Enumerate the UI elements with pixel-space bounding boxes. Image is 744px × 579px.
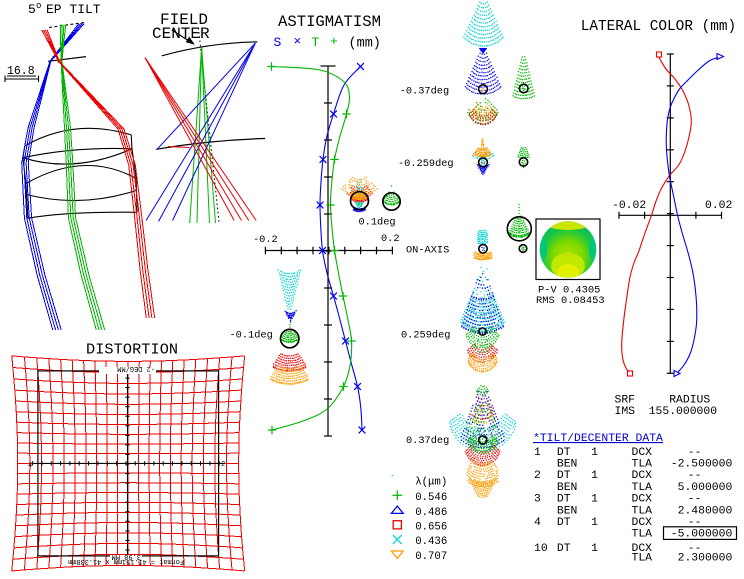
svg-text:1: 1 xyxy=(534,447,541,459)
svg-text:TLA: TLA xyxy=(632,459,653,471)
svg-text:DT: DT xyxy=(557,517,571,529)
svg-text:IMS: IMS xyxy=(615,406,636,418)
svg-text:Format = 41.151mm x 41.338mm: Format = 41.151mm x 41.338mm xyxy=(68,557,184,565)
svg-text:-0.02: -0.02 xyxy=(612,200,646,212)
svg-text:--: -- xyxy=(688,494,702,506)
svg-text:2: 2 xyxy=(221,461,225,469)
svg-text:T: T xyxy=(312,35,320,50)
svg-text:5.000000: 5.000000 xyxy=(678,482,733,494)
svg-text:1: 1 xyxy=(591,517,598,529)
svg-text:ASTIGMATISM: ASTIGMATISM xyxy=(278,13,381,31)
svg-text:o: o xyxy=(36,1,41,11)
svg-text:DCX: DCX xyxy=(632,517,653,529)
svg-text:-2.500000: -2.500000 xyxy=(671,459,733,471)
svg-text:-0.2: -0.2 xyxy=(253,234,278,246)
svg-text:0.656: 0.656 xyxy=(415,522,447,534)
svg-text:DT: DT xyxy=(557,470,571,482)
svg-text:DISTORTION: DISTORTION xyxy=(86,341,178,359)
svg-text:0.37deg: 0.37deg xyxy=(406,435,449,447)
svg-text:FIELD: FIELD xyxy=(160,11,208,29)
svg-text:DCX: DCX xyxy=(632,543,653,555)
svg-text:--: -- xyxy=(688,517,702,529)
svg-text:3: 3 xyxy=(534,494,541,506)
svg-text:-2 DEG/MM: -2 DEG/MM xyxy=(117,364,155,372)
svg-text:-0.37deg: -0.37deg xyxy=(400,86,449,98)
svg-text:(mm): (mm) xyxy=(349,37,381,52)
svg-text:0.486: 0.486 xyxy=(415,507,447,519)
svg-text:-5.000000: -5.000000 xyxy=(671,529,733,541)
svg-text:BEN: BEN xyxy=(557,482,578,494)
svg-text:ON-AXIS: ON-AXIS xyxy=(406,245,449,257)
svg-text:DT: DT xyxy=(557,543,571,555)
svg-text:5: 5 xyxy=(28,2,36,17)
svg-text:0.2: 0.2 xyxy=(381,233,400,245)
svg-text:TLA: TLA xyxy=(632,553,653,565)
svg-text:RMS 0.08453: RMS 0.08453 xyxy=(536,295,605,307)
svg-text:EP TILT: EP TILT xyxy=(46,2,101,17)
svg-text:0.436: 0.436 xyxy=(415,536,447,548)
svg-text:-0.1deg: -0.1deg xyxy=(230,330,273,342)
svg-text:1: 1 xyxy=(591,470,598,482)
svg-text:--: -- xyxy=(688,543,702,555)
svg-text:0.707: 0.707 xyxy=(415,551,447,563)
svg-text:2.480000: 2.480000 xyxy=(678,505,733,517)
svg-text:0.1deg: 0.1deg xyxy=(359,217,396,229)
svg-text:1: 1 xyxy=(591,543,598,555)
svg-text:LATERAL COLOR (mm): LATERAL COLOR (mm) xyxy=(581,19,736,35)
svg-text:+: + xyxy=(330,34,338,49)
svg-text:2: 2 xyxy=(534,470,541,482)
svg-text:S: S xyxy=(274,35,282,50)
svg-text:×: × xyxy=(294,34,302,49)
svg-text:P-V 0.4305: P-V 0.4305 xyxy=(538,285,600,297)
svg-text:DCX: DCX xyxy=(632,494,653,506)
svg-text:SRF: SRF xyxy=(615,395,636,407)
svg-text:DT: DT xyxy=(557,494,571,506)
svg-text:4: 4 xyxy=(534,517,541,529)
svg-text:0.546: 0.546 xyxy=(415,492,447,504)
svg-text:λ(μm): λ(μm) xyxy=(415,477,447,489)
svg-text:BEN: BEN xyxy=(557,459,578,471)
svg-text:-0.259deg: -0.259deg xyxy=(398,158,454,170)
svg-text:RADIUS: RADIUS xyxy=(669,395,710,407)
svg-text:*TILT/DECENTER DATA: *TILT/DECENTER DATA xyxy=(533,433,663,445)
svg-text:DCX: DCX xyxy=(632,470,653,482)
svg-text:TLA: TLA xyxy=(632,529,653,541)
svg-text:4: 4 xyxy=(28,462,32,470)
svg-text:1: 1 xyxy=(591,494,598,506)
svg-text:DT: DT xyxy=(557,447,571,459)
svg-text:3.98 MM: 3.98 MM xyxy=(112,552,141,560)
svg-text:--: -- xyxy=(688,470,702,482)
svg-text:CENTER: CENTER xyxy=(152,25,210,43)
svg-text:10: 10 xyxy=(534,543,548,555)
svg-text:16.8: 16.8 xyxy=(7,65,35,78)
svg-text:2.300000: 2.300000 xyxy=(678,553,733,565)
svg-text:TLA: TLA xyxy=(632,482,653,494)
svg-text:TLA: TLA xyxy=(632,505,653,517)
svg-text:DCX: DCX xyxy=(632,447,653,459)
svg-text:155.000000: 155.000000 xyxy=(649,406,718,418)
svg-text:0.259deg: 0.259deg xyxy=(401,330,450,342)
svg-text:BEN: BEN xyxy=(557,505,578,517)
svg-text:0.02: 0.02 xyxy=(705,200,733,212)
svg-text:1: 1 xyxy=(591,447,598,459)
svg-text:--: -- xyxy=(688,447,702,459)
